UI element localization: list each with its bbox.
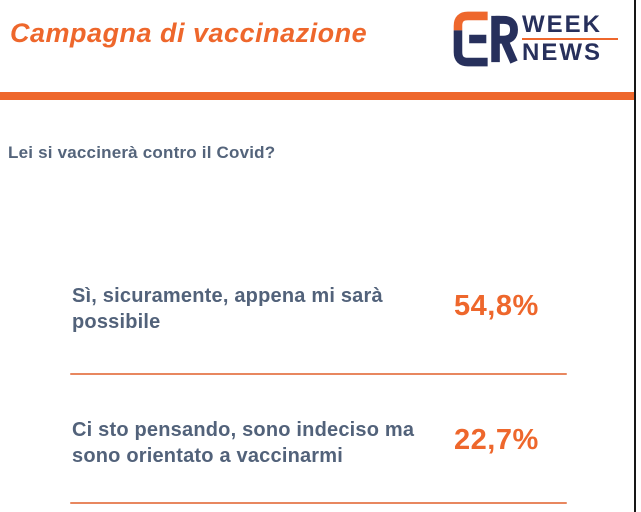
answer-divider-2 xyxy=(70,502,567,504)
logo-underline xyxy=(522,38,618,40)
answer-divider-1 xyxy=(70,373,567,375)
logo-word-week: WEEK xyxy=(522,11,602,38)
survey-question: Lei si vaccinerà contro il Covid? xyxy=(8,143,276,162)
answer-label-2: Ci sto pensando, sono indeciso ma sono o… xyxy=(72,419,415,467)
header-divider-bar xyxy=(0,92,634,100)
answer-value-1: 54,8% xyxy=(454,290,539,322)
answer-value-2: 22,7% xyxy=(454,424,539,456)
er-week-news-logo: WEEK NEWS xyxy=(452,10,618,68)
answer-label-1: Sì, sicuramente, appena mi sarà possibil… xyxy=(72,285,383,333)
logo-wordmark: WEEK NEWS xyxy=(522,13,618,65)
logo-word-news: NEWS xyxy=(522,39,602,66)
er-monogram-icon xyxy=(453,11,518,67)
screenshot-right-edge-line xyxy=(634,0,636,512)
page-title: Campagna di vaccinazione xyxy=(10,18,368,48)
